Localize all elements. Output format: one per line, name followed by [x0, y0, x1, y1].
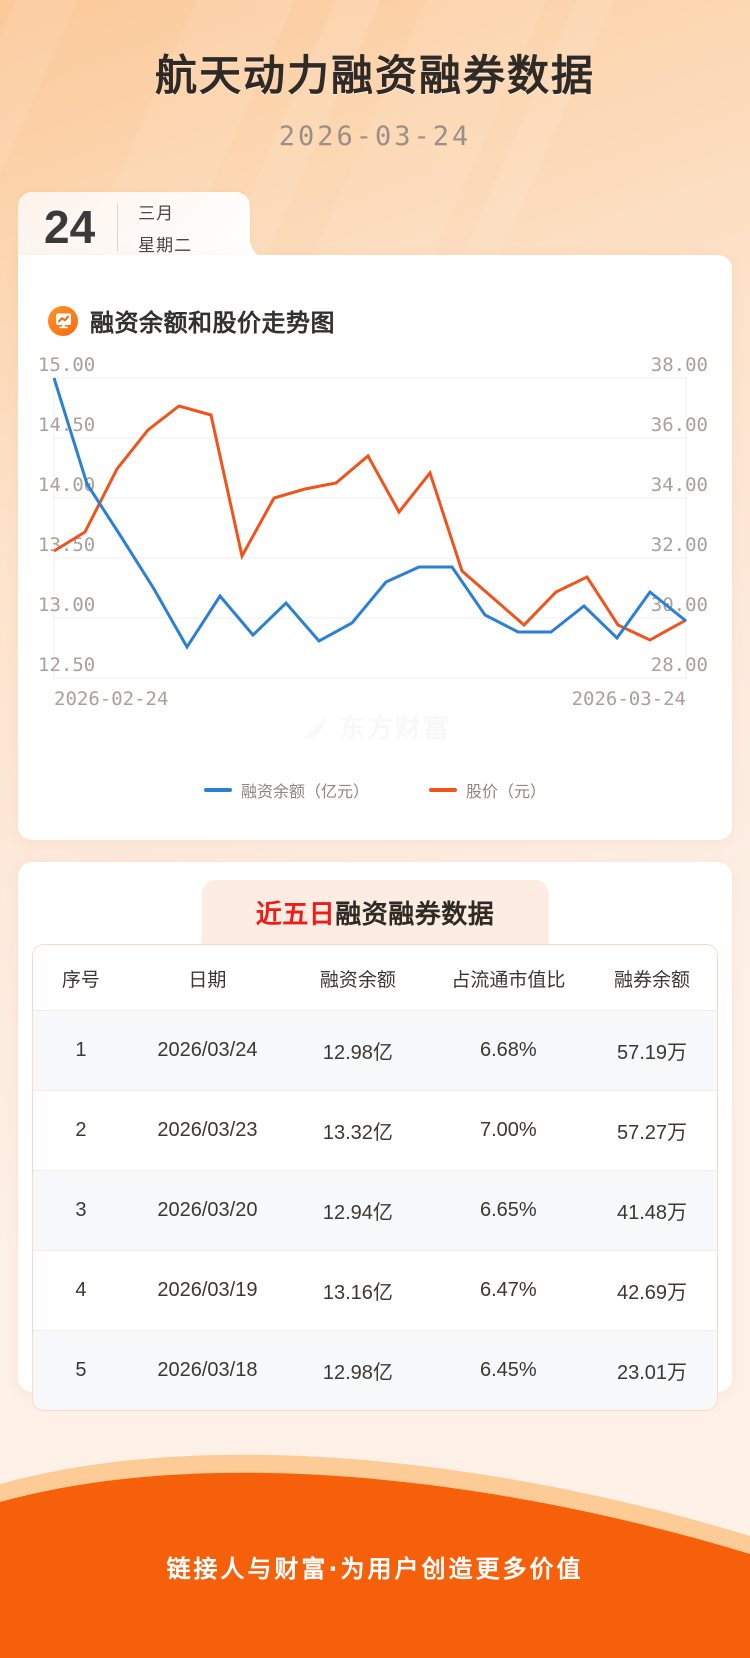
legend-item-financing[interactable]: 融资余额（亿元） — [203, 778, 369, 802]
legend-swatch-price — [429, 788, 457, 792]
cell-mktshare: 6.65% — [429, 1170, 587, 1251]
left-tick-0: 15.00 — [38, 354, 95, 376]
date-day: 24 — [44, 201, 96, 253]
data-table-wrapper: 序号 日期 融资余额 占流通市值比 融券余额 1 2026/03/24 12.9… — [32, 944, 718, 1411]
margin-trading-table: 序号 日期 融资余额 占流通市值比 融券余额 1 2026/03/24 12.9… — [33, 945, 717, 1410]
table-body: 1 2026/03/24 12.98亿 6.68% 57.19万 2 2026/… — [33, 1010, 717, 1410]
cell-mktshare: 6.47% — [429, 1250, 587, 1331]
col-header-mktshare: 占流通市值比 — [429, 945, 587, 1011]
cell-securities: 41.48万 — [587, 1170, 717, 1251]
date-weekday: 星期二 — [138, 235, 193, 255]
cell-mktshare: 6.68% — [429, 1010, 587, 1091]
date-card: 24 三月 星期二 — [18, 192, 276, 262]
cell-date: 2026/03/24 — [128, 1010, 287, 1091]
x-axis-labels: 2026-02-24 2026-03-24 — [54, 688, 686, 710]
left-tick-4: 13.00 — [38, 594, 95, 616]
left-tick-5: 12.50 — [38, 654, 95, 676]
footer-slogan: 链接人与财富·为用户创造更多价值 — [166, 1555, 584, 1583]
legend-swatch-financing — [203, 788, 232, 792]
table-card: 近五日融资融券数据 东方财富 序号 日期 融资余额 占流通市值比 融券余额 — [18, 862, 732, 1411]
trend-monitor-icon — [48, 305, 78, 336]
cell-securities: 42.69万 — [587, 1250, 717, 1331]
right-tick-1: 36.00 — [651, 414, 708, 436]
cell-financing: 12.98亿 — [286, 1010, 430, 1091]
cell-financing: 12.98亿 — [286, 1330, 430, 1410]
x-tick-start: 2026-02-24 — [54, 688, 169, 710]
cell-date: 2026/03/19 — [128, 1250, 287, 1331]
cell-securities: 57.19万 — [587, 1010, 717, 1091]
chart-plot-area[interactable]: 东方财富 15.00 14.50 14.00 13.50 13.00 — [18, 338, 732, 808]
chart-section-title: 融资余额和股价走势图 — [90, 309, 335, 337]
cell-securities: 57.27万 — [587, 1090, 717, 1171]
cell-financing: 12.94亿 — [286, 1170, 430, 1251]
cell-date: 2026/03/23 — [128, 1090, 287, 1171]
date-divider — [117, 203, 119, 251]
left-tick-1: 14.50 — [38, 414, 95, 436]
series-financing-line — [52, 377, 687, 650]
col-header-financing: 融资余额 — [286, 945, 430, 1011]
table-row: 3 2026/03/20 12.94亿 6.65% 41.48万 — [33, 1170, 717, 1251]
chart-section-heading: 融资余额和股价走势图 — [18, 255, 732, 338]
legend-item-price[interactable]: 股价（元） — [429, 778, 546, 802]
footer-curve-shape — [0, 1454, 750, 1658]
right-tick-2: 34.00 — [651, 474, 708, 496]
left-tick-2: 14.00 — [38, 474, 95, 496]
right-tick-4: 30.00 — [651, 594, 708, 616]
cell-mktshare: 7.00% — [429, 1090, 587, 1171]
cell-index: 4 — [33, 1250, 129, 1331]
cell-mktshare: 6.45% — [429, 1330, 587, 1410]
date-month: 三月 — [138, 203, 175, 223]
cell-securities: 23.01万 — [587, 1330, 717, 1410]
col-header-index: 序号 — [33, 945, 129, 1011]
cell-financing: 13.16亿 — [286, 1250, 430, 1331]
cell-index: 3 — [33, 1170, 129, 1251]
table-title-rest: 融资融券数据 — [335, 900, 495, 930]
cell-index: 2 — [33, 1090, 129, 1171]
page-title: 航天动力融资融券数据 — [154, 51, 595, 100]
table-row: 5 2026/03/18 12.98亿 6.45% 23.01万 — [33, 1330, 717, 1410]
table-title-highlight: 近五日 — [255, 900, 336, 930]
col-header-securities: 融券余额 — [587, 945, 717, 1011]
table-row: 1 2026/03/24 12.98亿 6.68% 57.19万 — [33, 1010, 717, 1091]
cell-financing: 13.32亿 — [286, 1090, 430, 1171]
trend-chart-svg: 15.00 14.50 14.00 13.50 13.00 12.50 38.0… — [38, 354, 708, 679]
right-tick-0: 38.00 — [651, 354, 708, 376]
poster-footer: 链接人与财富·为用户创造更多价值 — [0, 1418, 750, 1658]
chart-card: 融资余额和股价走势图 东方财富 — [18, 255, 732, 840]
cell-index: 5 — [33, 1330, 129, 1410]
x-tick-end: 2026-03-24 — [571, 688, 686, 710]
cell-date: 2026/03/20 — [128, 1170, 287, 1251]
table-row: 4 2026/03/19 13.16亿 6.47% 42.69万 — [33, 1250, 717, 1331]
right-tick-3: 32.00 — [651, 534, 708, 556]
table-header-row: 序号 日期 融资余额 占流通市值比 融券余额 — [33, 945, 717, 1011]
cell-date: 2026/03/18 — [128, 1330, 287, 1410]
table-title-banner: 近五日融资融券数据 — [201, 880, 549, 953]
right-tick-5: 28.00 — [651, 654, 708, 676]
col-header-date: 日期 — [128, 945, 287, 1011]
poster-header: 航天动力融资融券数据 2026-03-24 — [0, 42, 750, 152]
legend-label-price: 股价（元） — [466, 784, 547, 801]
series-price-line — [53, 404, 687, 642]
legend-label-financing: 融资余额（亿元） — [240, 784, 369, 801]
table-row: 2 2026/03/23 13.32亿 7.00% 57.27万 — [33, 1090, 717, 1171]
chart-legend: 融资余额（亿元） 股价（元） — [18, 778, 732, 802]
cell-index: 1 — [33, 1010, 129, 1091]
page-subtitle-date: 2026-03-24 — [278, 121, 472, 152]
